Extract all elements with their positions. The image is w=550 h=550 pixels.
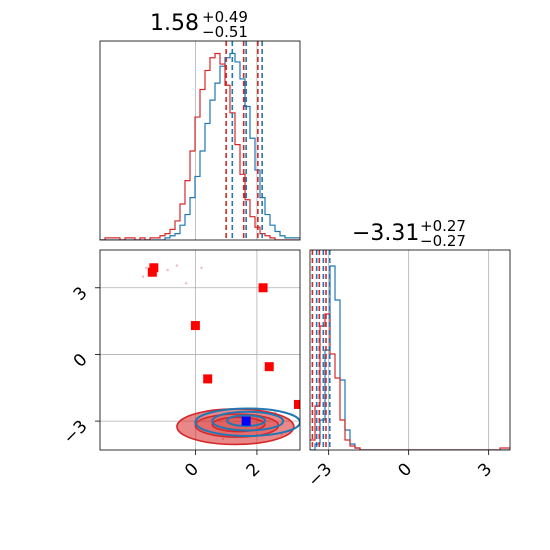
joint-ytick-label: 3 [70, 283, 92, 305]
hist-p0-title: 1.58 +0.49 −0.51 [150, 8, 248, 41]
joint-scatter-point [184, 282, 188, 285]
hist-p1-frame [309, 249, 511, 451]
joint-scatter-point [144, 266, 148, 269]
hist-p0-plot-area [100, 41, 300, 240]
hist-p1-hist-red [310, 313, 510, 450]
joint-contour-blue [211, 410, 285, 432]
hist-p1-title-sub: −0.27 [420, 232, 466, 250]
joint-contour-blue [226, 414, 267, 427]
hist-p1-plot-area [310, 250, 510, 450]
joint-xtick-label: 2 [243, 459, 265, 481]
joint-scatter-point [200, 266, 203, 269]
hist-p0-title-sub: −0.51 [202, 23, 248, 41]
joint-marker-red [190, 321, 200, 331]
joint-panel: 0 2 3 0 −3 [60, 249, 301, 481]
joint-scatter-point [175, 264, 179, 267]
hist-p1-title: −3.31 +0.27 −0.27 [352, 217, 466, 250]
hist-p1-hist-blue [310, 265, 510, 450]
joint-scatter-point [141, 275, 145, 278]
hist-p0-panel [99, 40, 301, 241]
hist-p1-title-main: −3.31 [352, 221, 419, 246]
hist-p0-hist-blue [100, 52, 300, 240]
hist-p0-title-main: 1.58 [150, 11, 199, 36]
joint-marker-blue [241, 416, 251, 426]
joint-contour-blue [194, 407, 300, 437]
hist-p1-xtick-label: 0 [394, 459, 416, 481]
joint-plot-area [100, 250, 300, 450]
joint-marker-red [264, 362, 274, 372]
joint-ytick-label: 0 [70, 350, 92, 372]
joint-ytick-label: −3 [60, 417, 92, 449]
joint-marker-red [258, 283, 268, 293]
joint-marker-red [293, 399, 300, 409]
joint-scatter-point [166, 268, 169, 272]
joint-marker-red [203, 374, 213, 384]
joint-xtick-label: 0 [181, 459, 203, 481]
joint-frame [99, 249, 301, 451]
joint-marker-red [149, 263, 159, 273]
hist-p1-xtick-label: −3 [304, 459, 336, 491]
hist-p1-title-sup: +0.27 [420, 217, 466, 235]
hist-p0-frame [99, 40, 301, 241]
hist-p0-hist-red [100, 52, 300, 240]
hist-p1-panel: −3 0 3 [304, 249, 511, 491]
hist-p0-title-sup: +0.49 [202, 8, 248, 26]
hist-p1-xtick-label: 3 [474, 459, 496, 481]
